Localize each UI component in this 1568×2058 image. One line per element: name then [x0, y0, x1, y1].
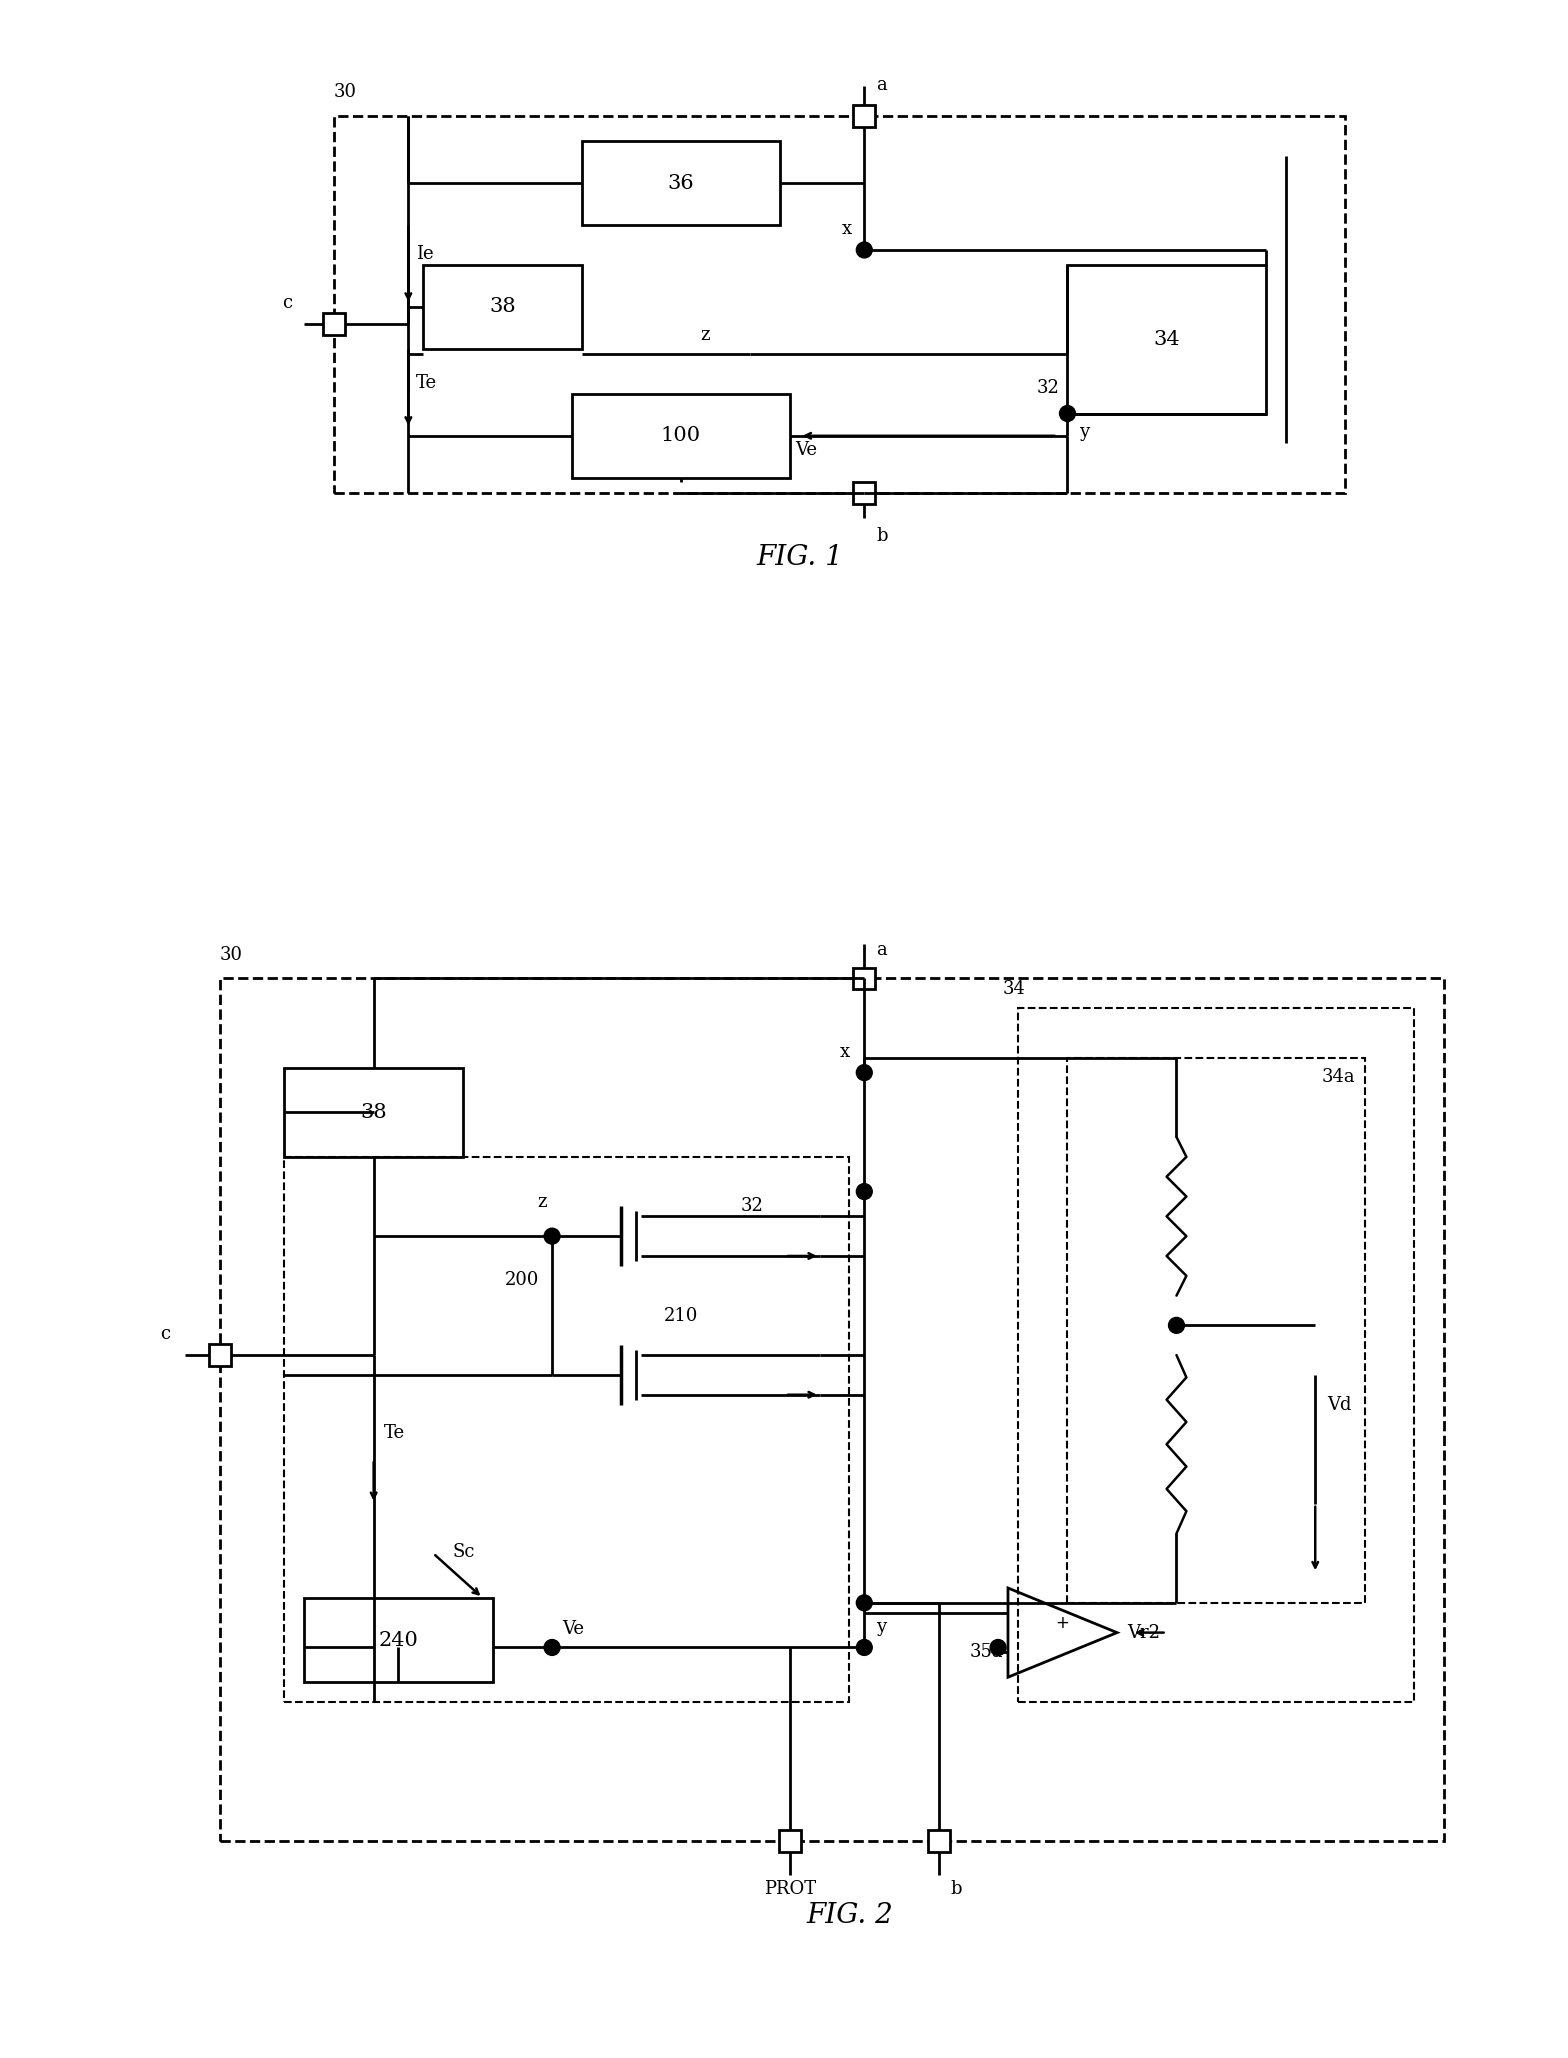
- Bar: [1068, 1058, 1364, 1603]
- Text: 34: 34: [1004, 980, 1025, 998]
- Text: x: x: [842, 220, 853, 239]
- Text: 36: 36: [668, 173, 695, 193]
- Text: 210: 210: [663, 1307, 698, 1325]
- Text: c: c: [160, 1325, 171, 1344]
- Bar: [1018, 1008, 1414, 1702]
- Text: Sc: Sc: [453, 1544, 475, 1562]
- Text: Ve: Ve: [561, 1620, 583, 1638]
- Text: y: y: [877, 1618, 886, 1636]
- Text: Ve: Ve: [795, 440, 817, 459]
- Bar: [779, 1830, 801, 1852]
- Circle shape: [856, 1064, 872, 1080]
- Text: Te: Te: [384, 1424, 405, 1443]
- Circle shape: [1168, 1317, 1184, 1334]
- Text: a: a: [877, 941, 887, 959]
- Text: 38: 38: [489, 298, 516, 317]
- Text: PROT: PROT: [764, 1881, 815, 1897]
- Bar: [304, 1597, 492, 1681]
- Bar: [853, 482, 875, 504]
- Text: 240: 240: [378, 1630, 419, 1651]
- Bar: [928, 1830, 950, 1852]
- Bar: [853, 105, 875, 128]
- Bar: [220, 978, 1444, 1840]
- Circle shape: [856, 1640, 872, 1655]
- Text: Vd: Vd: [1327, 1395, 1352, 1414]
- Bar: [284, 1068, 463, 1157]
- Text: b: b: [877, 527, 887, 545]
- Circle shape: [856, 1595, 872, 1611]
- Text: Te: Te: [416, 375, 437, 391]
- Text: 30: 30: [220, 945, 243, 963]
- Text: 34: 34: [1154, 329, 1179, 348]
- Bar: [572, 393, 790, 477]
- Bar: [284, 1157, 850, 1702]
- Circle shape: [856, 1183, 872, 1200]
- Text: 32: 32: [740, 1196, 764, 1214]
- Text: Ie: Ie: [416, 245, 434, 263]
- Text: 38: 38: [361, 1103, 387, 1122]
- Text: x: x: [839, 1043, 850, 1060]
- Text: a: a: [877, 76, 887, 95]
- Circle shape: [1060, 405, 1076, 422]
- Text: 200: 200: [505, 1272, 539, 1288]
- Circle shape: [544, 1640, 560, 1655]
- Text: FIG. 1: FIG. 1: [756, 543, 844, 570]
- Bar: [323, 313, 345, 335]
- Bar: [209, 1344, 230, 1367]
- Text: b: b: [950, 1881, 963, 1897]
- Circle shape: [856, 243, 872, 257]
- Circle shape: [544, 1229, 560, 1245]
- Bar: [853, 967, 875, 990]
- Bar: [423, 265, 582, 350]
- Text: 30: 30: [334, 82, 358, 101]
- Text: FIG. 2: FIG. 2: [806, 1902, 892, 1928]
- Text: y: y: [1079, 424, 1090, 440]
- Bar: [582, 140, 779, 224]
- Text: c: c: [282, 294, 292, 313]
- Text: 100: 100: [660, 426, 701, 445]
- Text: 34a: 34a: [1322, 1068, 1355, 1087]
- Text: z: z: [701, 325, 710, 344]
- Text: 35a: 35a: [969, 1644, 1004, 1661]
- Text: z: z: [538, 1194, 547, 1212]
- Text: Vr2: Vr2: [1127, 1624, 1160, 1642]
- Circle shape: [989, 1640, 1007, 1655]
- Text: +: +: [1055, 1613, 1069, 1632]
- Text: 32: 32: [1036, 379, 1060, 397]
- Bar: [1068, 265, 1265, 414]
- Bar: [334, 115, 1345, 492]
